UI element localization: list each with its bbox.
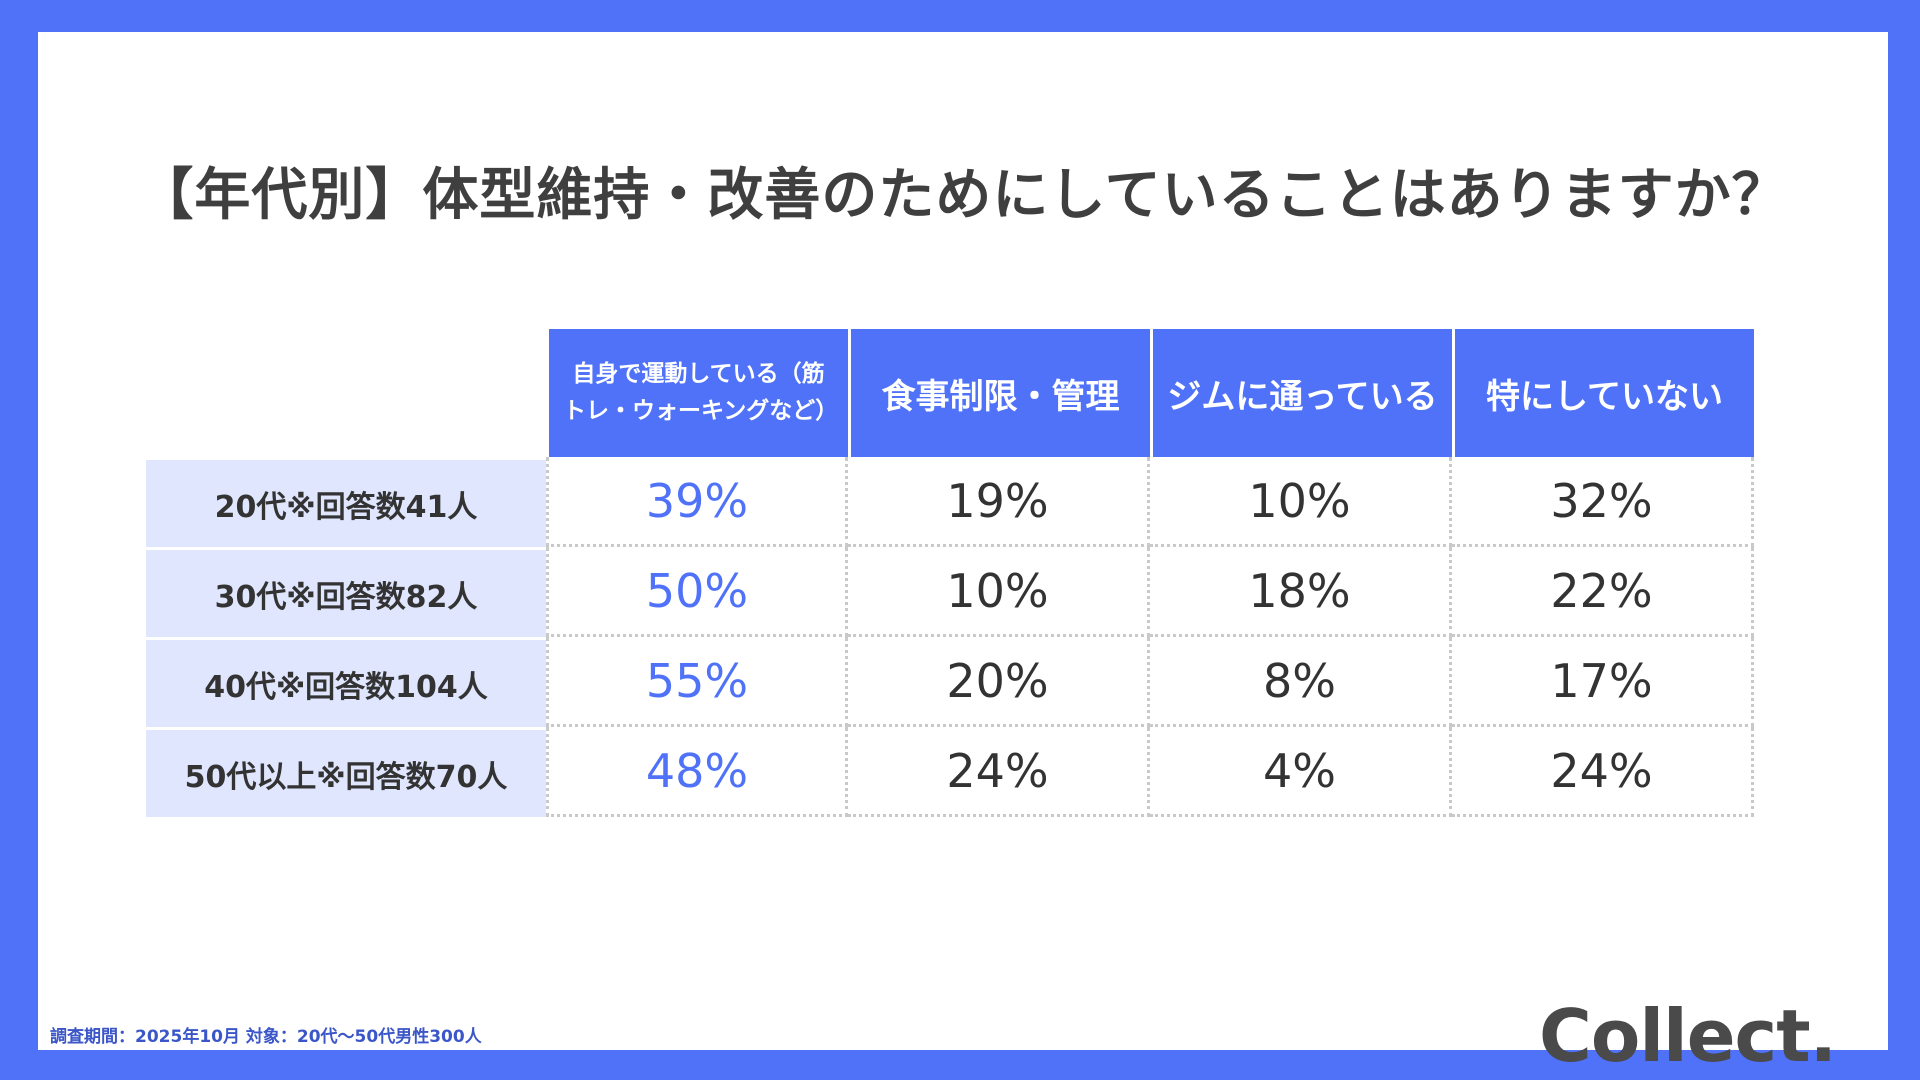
column-header-nothing: 特にしていない xyxy=(1452,329,1754,457)
chart-title: 【年代別】体型維持・改善のためにしていることはありますか？ xyxy=(137,163,1789,228)
data-table: 自身で運動している（筋トレ・ウォーキングなど） 食事制限・管理 ジムに通っている… xyxy=(146,329,1754,817)
slide-card: 【年代別】体型維持・改善のためにしていることはありますか？ 自身で運動している（… xyxy=(38,32,1888,1072)
cell-30s-exercise: 50% xyxy=(546,547,848,637)
column-header-diet: 食事制限・管理 xyxy=(848,329,1150,457)
collect-logo: Collect. xyxy=(1539,994,1837,1078)
row-label-20s: 20代※回答数41人 xyxy=(146,457,546,547)
cell-50s-gym: 4% xyxy=(1150,727,1452,817)
cell-20s-diet: 19% xyxy=(848,457,1150,547)
column-header-exercise: 自身で運動している（筋トレ・ウォーキングなど） xyxy=(546,329,848,457)
row-label-40s: 40代※回答数104人 xyxy=(146,637,546,727)
cell-20s-nothing: 32% xyxy=(1452,457,1754,547)
table-corner xyxy=(146,329,546,457)
row-label-30s: 30代※回答数82人 xyxy=(146,547,546,637)
cell-40s-exercise: 55% xyxy=(546,637,848,727)
cell-40s-diet: 20% xyxy=(848,637,1150,727)
cell-50s-nothing: 24% xyxy=(1452,727,1754,817)
row-label-50s: 50代以上※回答数70人 xyxy=(146,727,546,817)
cell-40s-gym: 8% xyxy=(1150,637,1452,727)
cell-50s-exercise: 48% xyxy=(546,727,848,817)
cell-40s-nothing: 17% xyxy=(1452,637,1754,727)
cell-30s-diet: 10% xyxy=(848,547,1150,637)
cell-50s-diet: 24% xyxy=(848,727,1150,817)
column-header-gym: ジムに通っている xyxy=(1150,329,1452,457)
cell-30s-gym: 18% xyxy=(1150,547,1452,637)
cell-30s-nothing: 22% xyxy=(1452,547,1754,637)
cell-20s-gym: 10% xyxy=(1150,457,1452,547)
cell-20s-exercise: 39% xyxy=(546,457,848,547)
survey-footnote: 調査期間：2025年10月 対象：20代〜50代男性300人 xyxy=(50,1027,482,1047)
